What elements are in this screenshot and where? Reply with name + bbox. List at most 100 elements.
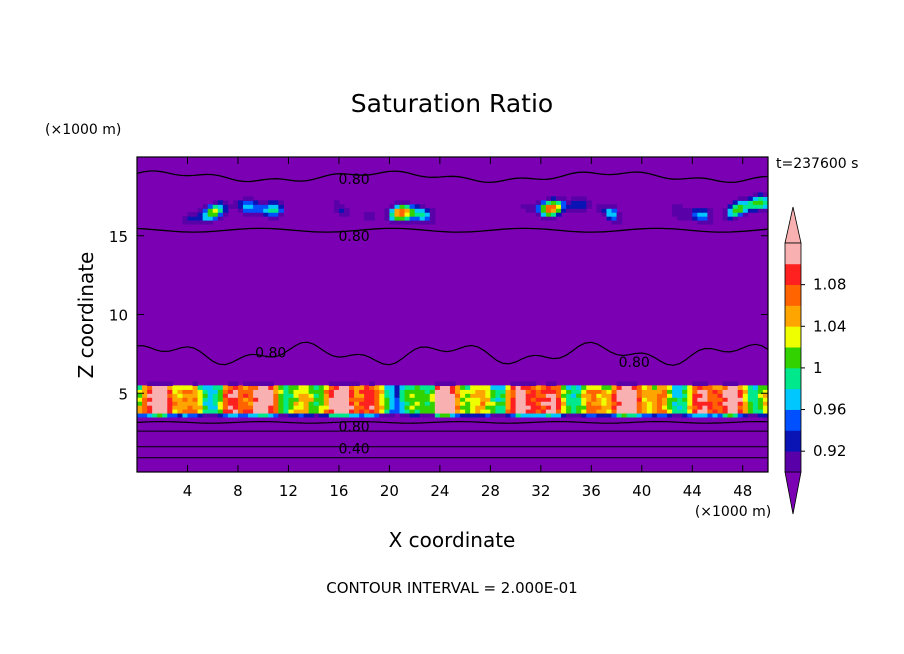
- field-cell: [752, 393, 759, 398]
- field-cell: [535, 208, 542, 213]
- y-tick-label: 10: [109, 307, 128, 325]
- field-cell: [429, 401, 436, 406]
- field-cell: [157, 405, 163, 410]
- field-cell: [460, 397, 466, 402]
- field-cell: [429, 412, 436, 418]
- field-cell: [379, 397, 385, 402]
- field-cell: [490, 409, 497, 414]
- field-cell: [540, 204, 547, 209]
- field-cell: [384, 216, 390, 221]
- field-cell: [717, 389, 724, 394]
- field-cell: [535, 412, 542, 418]
- field-cell: [535, 409, 542, 414]
- field-cell: [152, 385, 158, 390]
- field-cell: [520, 381, 527, 386]
- field-cell: [212, 389, 219, 394]
- field-cell: [631, 393, 638, 398]
- field-cell: [515, 385, 522, 390]
- field-cell: [404, 212, 411, 217]
- field-cell: [172, 401, 178, 406]
- field-cell: [455, 389, 461, 394]
- field-cell: [177, 389, 184, 394]
- field-cell: [147, 412, 153, 418]
- field-cell: [535, 397, 542, 402]
- field-cell: [258, 389, 264, 394]
- field-cell: [192, 381, 199, 386]
- field-cell: [707, 401, 714, 406]
- field-cell: [727, 412, 734, 418]
- field-cell: [591, 412, 597, 418]
- field-cell: [535, 200, 542, 205]
- field-cell: [273, 200, 279, 205]
- field-cell: [697, 401, 703, 406]
- field-cell: [359, 393, 365, 398]
- field-cell: [661, 412, 668, 418]
- field-cell: [354, 397, 360, 402]
- field-cell: [455, 405, 461, 410]
- field-cell: [207, 401, 214, 406]
- field-cell: [444, 409, 451, 414]
- field-cell: [283, 393, 290, 398]
- field-cell: [465, 397, 471, 402]
- field-cell: [697, 393, 703, 398]
- field-cell: [222, 397, 229, 402]
- field-cell: [268, 405, 274, 410]
- field-cell: [217, 208, 224, 213]
- field-cell: [631, 412, 638, 418]
- field-cell: [253, 200, 259, 205]
- field-cell: [273, 412, 279, 418]
- field-cell: [762, 208, 768, 213]
- field-cell: [762, 401, 768, 406]
- colorbar-swatch: [785, 284, 801, 306]
- field-cell: [530, 381, 537, 386]
- field-cell: [232, 381, 239, 386]
- field-cell: [545, 381, 552, 386]
- field-cell: [379, 405, 385, 410]
- field-cell: [672, 409, 678, 414]
- field-cell: [561, 389, 567, 394]
- field-cell: [243, 389, 249, 394]
- field-cell: [601, 401, 608, 406]
- field-cell: [399, 208, 406, 213]
- field-cell: [197, 220, 204, 225]
- field-cell: [500, 389, 507, 394]
- field-cell: [550, 409, 557, 414]
- field-cell: [303, 393, 310, 398]
- field-cell: [434, 409, 441, 414]
- field-cell: [561, 204, 567, 209]
- field-cell: [752, 397, 759, 402]
- field-cell: [762, 385, 768, 390]
- field-cell: [227, 401, 234, 406]
- field-cell: [555, 196, 562, 201]
- field-cell: [505, 385, 512, 390]
- field-cell: [258, 204, 264, 209]
- field-cell: [611, 397, 618, 402]
- field-cell: [475, 405, 481, 410]
- field-cell: [167, 389, 173, 394]
- field-cell: [212, 385, 219, 390]
- field-cell: [651, 409, 658, 414]
- field-cell: [399, 397, 406, 402]
- field-cell: [338, 393, 345, 398]
- field-cell: [167, 385, 173, 390]
- field-cell: [414, 208, 421, 213]
- field-cell: [672, 212, 678, 217]
- field-cell: [762, 409, 768, 414]
- field-cell: [762, 405, 768, 410]
- field-cell: [566, 412, 572, 418]
- field-cell: [152, 389, 158, 394]
- field-cell: [167, 409, 173, 414]
- field-cell: [525, 204, 532, 209]
- field-cell: [212, 216, 219, 221]
- field-cell: [369, 401, 375, 406]
- field-cell: [212, 393, 219, 398]
- field-cell: [303, 397, 310, 402]
- field-cell: [273, 401, 279, 406]
- field-cell: [192, 405, 199, 410]
- field-cell: [399, 409, 406, 414]
- field-cell: [318, 397, 325, 402]
- field-cell: [142, 409, 148, 414]
- field-cell: [354, 393, 360, 398]
- field-cell: [677, 405, 683, 410]
- field-cell: [424, 405, 431, 410]
